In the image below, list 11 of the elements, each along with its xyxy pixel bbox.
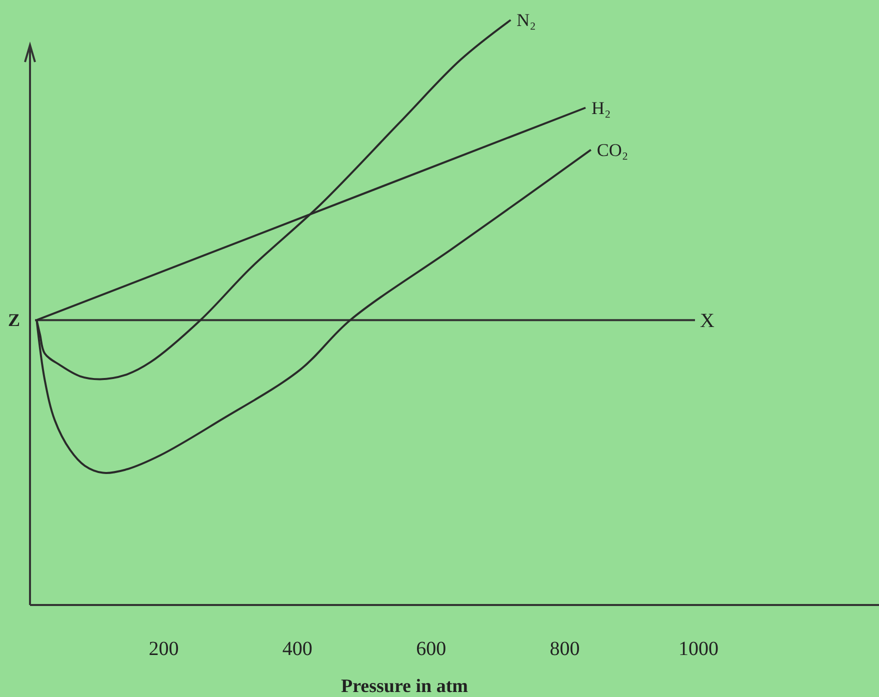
x-tick-label: 400	[282, 638, 312, 660]
x-tick-label: 800	[550, 638, 580, 660]
x-axis-title: Pressure in atm	[340, 676, 468, 697]
series-label: N₂	[516, 10, 536, 30]
x-tick-label: 600	[416, 638, 446, 660]
x-tick-label: 1000	[678, 638, 719, 660]
ref-line-label: X	[700, 310, 715, 332]
y-axis-title: Z	[8, 310, 20, 330]
series-label: CO₂	[596, 140, 628, 160]
series-label: H₂	[592, 98, 611, 118]
x-tick-label: 200	[148, 638, 179, 660]
